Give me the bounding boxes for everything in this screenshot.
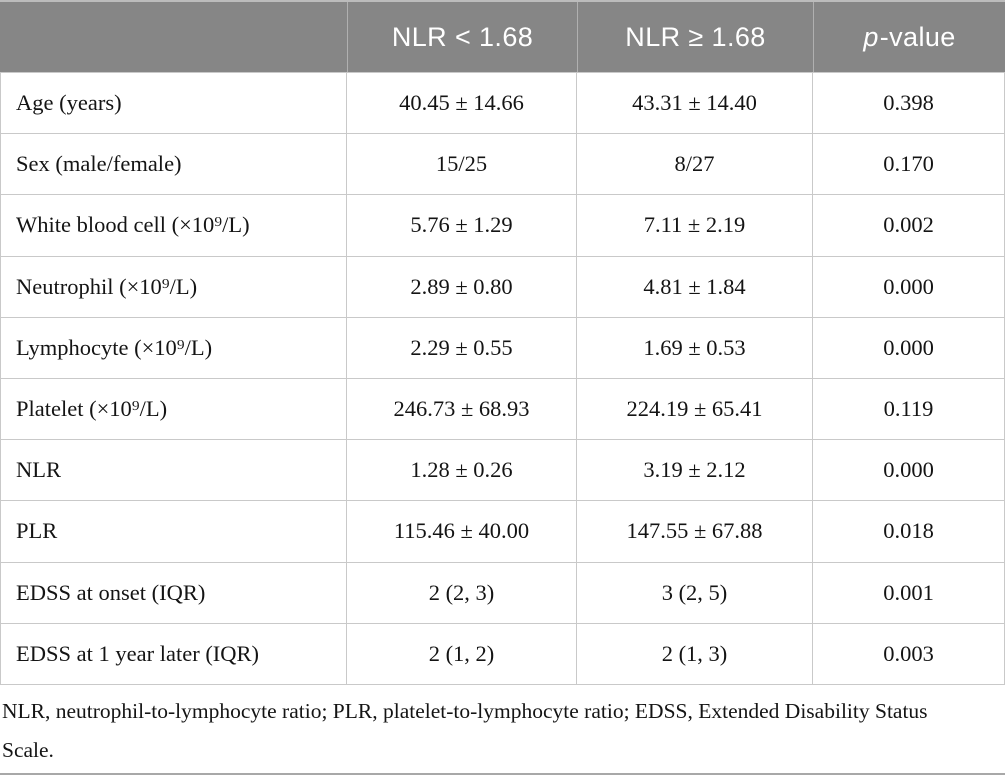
value-nlr-high: 43.31 ± 14.40 bbox=[577, 73, 813, 134]
value-p: 0.119 bbox=[883, 396, 934, 422]
table-row: NLR 1.28 ± 0.26 3.19 ± 2.12 0.000 bbox=[1, 440, 1004, 502]
value-nlr-low: 2 (2, 3) bbox=[347, 562, 577, 623]
value-p: 0.001 bbox=[883, 579, 934, 605]
table-row: EDSS at 1 year later (IQR) 2 (1, 2) 2 (1… bbox=[1, 623, 1004, 685]
header-cell-pvalue: p -value bbox=[813, 2, 1005, 72]
value-p: 0.003 bbox=[883, 640, 934, 666]
value-nlr-low: 1.28 ± 0.26 bbox=[347, 440, 577, 501]
row-label: Sex (male/female) bbox=[1, 134, 347, 195]
row-label: EDSS at onset (IQR) bbox=[1, 562, 347, 623]
row-label: Platelet (×10⁹/L) bbox=[1, 378, 347, 440]
value-nlr-high: 4.81 ± 1.84 bbox=[577, 256, 813, 317]
row-label: Neutrophil (×10⁹/L) bbox=[1, 256, 347, 317]
bottom-rule-divider bbox=[0, 773, 1005, 775]
value-nlr-low: 5.76 ± 1.29 bbox=[347, 195, 577, 256]
value-nlr-high: 3 (2, 5) bbox=[577, 562, 813, 623]
header-cell-group bbox=[0, 2, 347, 72]
value-p: 0.398 bbox=[883, 90, 934, 116]
table-row: Lymphocyte (×10⁹/L) 2.29 ± 0.55 1.69 ± 0… bbox=[1, 317, 1004, 379]
table-footnote: NLR, neutrophil-to-lymphocyte ratio; PLR… bbox=[2, 698, 928, 762]
value-nlr-low: 2.89 ± 0.80 bbox=[347, 256, 577, 317]
row-label: EDSS at 1 year later (IQR) bbox=[1, 623, 347, 684]
table-row: Platelet (×10⁹/L) 246.73 ± 68.93 224.19 … bbox=[1, 378, 1004, 441]
pvalue-italic-p: p bbox=[863, 21, 879, 52]
table-header-row: NLR < 1.68 NLR ≥ 1.68 p -value bbox=[0, 0, 1005, 72]
row-label: PLR bbox=[1, 501, 347, 562]
value-p: 0.000 bbox=[883, 334, 934, 360]
row-label: Age (years) bbox=[1, 73, 347, 134]
value-p: 0.018 bbox=[883, 518, 934, 544]
row-label: NLR bbox=[1, 440, 347, 501]
value-nlr-high: 1.69 ± 0.53 bbox=[577, 317, 813, 378]
row-label: White blood cell (×10⁹/L) bbox=[1, 195, 347, 256]
value-p: 0.002 bbox=[883, 212, 934, 238]
value-nlr-low: 115.46 ± 40.00 bbox=[347, 501, 577, 562]
header-cell-nlr-low: NLR < 1.68 bbox=[347, 2, 577, 72]
table-row: Neutrophil (×10⁹/L) 2.89 ± 0.80 4.81 ± 1… bbox=[1, 256, 1004, 318]
value-p: 0.000 bbox=[883, 457, 934, 483]
value-nlr-high: 147.55 ± 67.88 bbox=[577, 501, 813, 562]
value-nlr-high: 224.19 ± 65.41 bbox=[577, 378, 813, 440]
value-nlr-high: 7.11 ± 2.19 bbox=[577, 195, 813, 256]
value-nlr-high: 2 (1, 3) bbox=[577, 623, 813, 684]
value-nlr-low: 2.29 ± 0.55 bbox=[347, 317, 577, 378]
table-row: EDSS at onset (IQR) 2 (2, 3) 3 (2, 5) 0.… bbox=[1, 562, 1004, 624]
row-label: Lymphocyte (×10⁹/L) bbox=[1, 317, 347, 378]
table-row: PLR 115.46 ± 40.00 147.55 ± 67.88 0.018 bbox=[1, 501, 1004, 563]
pvalue-rest: -value bbox=[879, 21, 956, 52]
table-row: Sex (male/female) 15/25 8/27 0.170 bbox=[1, 134, 1004, 196]
table-row: Age (years) 40.45 ± 14.66 43.31 ± 14.40 … bbox=[1, 73, 1004, 135]
value-p: 0.000 bbox=[883, 273, 934, 299]
value-nlr-low: 246.73 ± 68.93 bbox=[347, 378, 577, 440]
value-p: 0.170 bbox=[883, 151, 934, 177]
value-nlr-high: 3.19 ± 2.12 bbox=[577, 440, 813, 501]
value-nlr-low: 2 (1, 2) bbox=[347, 623, 577, 684]
stats-table-body: Age (years) 40.45 ± 14.66 43.31 ± 14.40 … bbox=[0, 72, 1005, 685]
value-nlr-high: 8/27 bbox=[577, 134, 813, 195]
table-row: White blood cell (×10⁹/L) 5.76 ± 1.29 7.… bbox=[1, 195, 1004, 257]
value-nlr-low: 15/25 bbox=[347, 134, 577, 195]
value-nlr-low: 40.45 ± 14.66 bbox=[347, 73, 577, 134]
header-cell-nlr-high: NLR ≥ 1.68 bbox=[577, 2, 813, 72]
